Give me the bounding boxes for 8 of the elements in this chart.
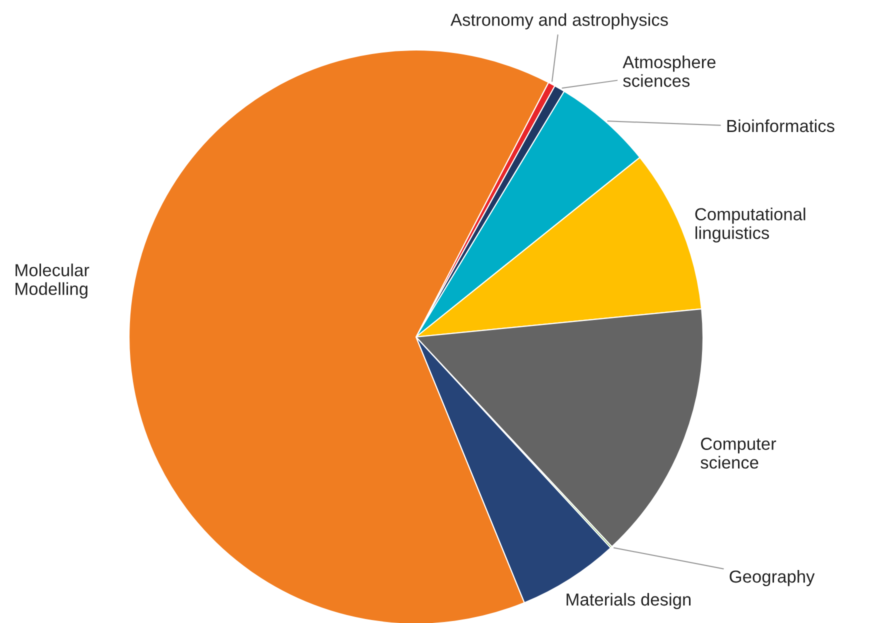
slice-label: Bioinformatics: [727, 119, 834, 132]
slice-label: Computer science: [700, 438, 776, 469]
slice-label: Astronomy and astrophysics: [450, 13, 668, 30]
slice-label: Geography: [730, 570, 815, 586]
slice-label: Molecular Modelling: [16, 264, 90, 298]
slice-label: Materials design: [566, 592, 691, 610]
slice-label: Atmosphere sciences: [622, 56, 716, 87]
slice-label: Computational linguistics: [695, 208, 806, 243]
